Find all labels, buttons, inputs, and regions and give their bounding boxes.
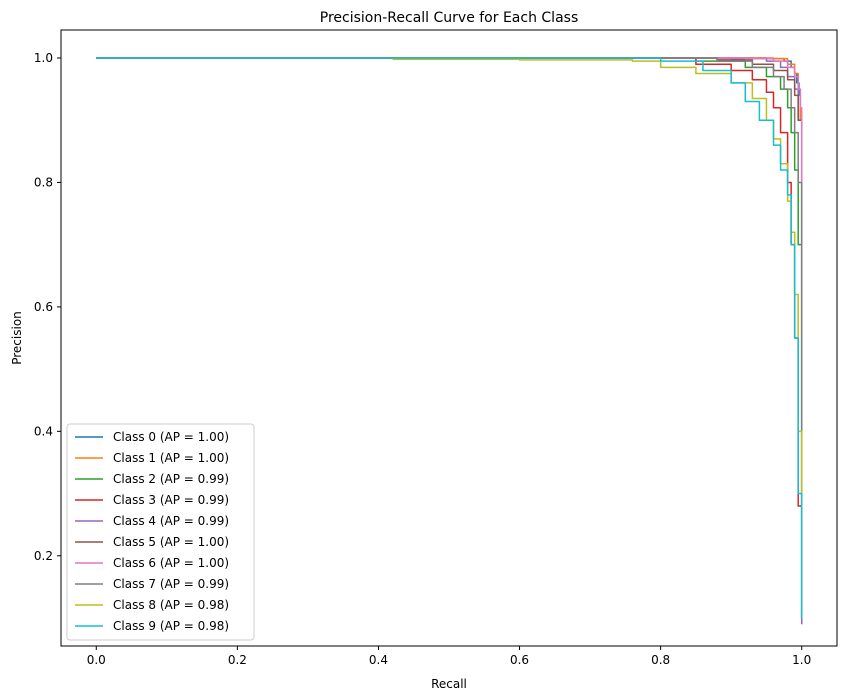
legend-entry-label: Class 0 (AP = 1.00) xyxy=(113,430,229,444)
legend-entry-label: Class 1 (AP = 1.00) xyxy=(113,451,229,465)
series-line-class-8 xyxy=(392,58,803,618)
legend-entry-label: Class 9 (AP = 0.98) xyxy=(113,619,229,633)
legend-entry-label: Class 6 (AP = 1.00) xyxy=(113,556,229,570)
x-tick-label: 0.0 xyxy=(87,653,106,667)
legend-entry-label: Class 8 (AP = 0.98) xyxy=(113,598,229,612)
chart-title: Precision-Recall Curve for Each Class xyxy=(320,10,578,26)
legend-entry-label: Class 4 (AP = 0.99) xyxy=(113,514,229,528)
x-tick-label: 0.8 xyxy=(651,653,670,667)
y-tick-label: 1.0 xyxy=(34,51,53,65)
series-line-class-6 xyxy=(96,57,803,618)
x-tick-label: 0.4 xyxy=(369,653,388,667)
y-axis-ticks: 0.2 0.4 0.6 0.8 1.0 xyxy=(34,51,61,563)
x-tick-label: 0.2 xyxy=(228,653,247,667)
y-tick-label: 0.2 xyxy=(34,549,53,563)
legend-entry-label: Class 2 (AP = 0.99) xyxy=(113,472,229,486)
legend-entry-label: Class 3 (AP = 0.99) xyxy=(113,493,229,507)
y-tick-label: 0.8 xyxy=(34,175,53,189)
x-tick-label: 0.6 xyxy=(510,653,529,667)
series-line-class-7 xyxy=(96,57,803,618)
plot-lines xyxy=(96,57,803,625)
y-axis-label: Precision xyxy=(10,311,24,365)
legend-box xyxy=(66,423,255,641)
plot-frame xyxy=(60,29,838,647)
legend-entry-label: Class 7 (AP = 0.99) xyxy=(113,577,229,591)
y-tick-label: 0.6 xyxy=(34,300,53,314)
x-tick-label: 1.0 xyxy=(792,653,811,667)
y-tick-label: 0.4 xyxy=(34,424,53,438)
series-line-class-9 xyxy=(96,57,803,618)
legend: Class 0 (AP = 1.00) Class 1 (AP = 1.00) Cl… xyxy=(66,423,255,641)
x-axis-label: Recall xyxy=(431,677,467,691)
legend-entry-label: Class 5 (AP = 1.00) xyxy=(113,535,229,549)
x-axis-ticks: 0.0 0.2 0.4 0.6 0.8 1.0 xyxy=(87,646,811,667)
